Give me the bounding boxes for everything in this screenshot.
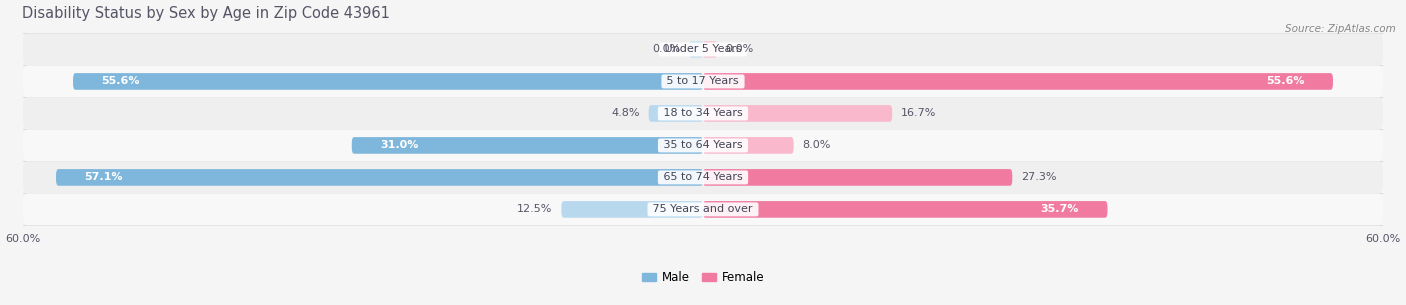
Text: 27.3%: 27.3% <box>1021 172 1057 182</box>
Text: Source: ZipAtlas.com: Source: ZipAtlas.com <box>1285 24 1396 34</box>
Text: 16.7%: 16.7% <box>901 109 936 118</box>
FancyBboxPatch shape <box>703 169 1012 186</box>
FancyBboxPatch shape <box>22 34 1384 66</box>
Text: Under 5 Years: Under 5 Years <box>661 45 745 55</box>
Text: 55.6%: 55.6% <box>1267 77 1305 86</box>
FancyBboxPatch shape <box>703 73 1333 90</box>
FancyBboxPatch shape <box>689 41 703 58</box>
FancyBboxPatch shape <box>561 201 703 218</box>
FancyBboxPatch shape <box>22 66 1384 97</box>
Text: 4.8%: 4.8% <box>612 109 640 118</box>
FancyBboxPatch shape <box>22 97 1384 129</box>
FancyBboxPatch shape <box>703 41 717 58</box>
Text: 31.0%: 31.0% <box>380 140 419 150</box>
Text: Disability Status by Sex by Age in Zip Code 43961: Disability Status by Sex by Age in Zip C… <box>22 5 389 20</box>
FancyBboxPatch shape <box>352 137 703 154</box>
Text: 0.0%: 0.0% <box>725 45 754 55</box>
FancyBboxPatch shape <box>703 201 1108 218</box>
Text: 55.6%: 55.6% <box>101 77 139 86</box>
FancyBboxPatch shape <box>22 129 1384 161</box>
Text: 65 to 74 Years: 65 to 74 Years <box>659 172 747 182</box>
Text: 12.5%: 12.5% <box>517 204 553 214</box>
Legend: Male, Female: Male, Female <box>637 266 769 289</box>
Text: 18 to 34 Years: 18 to 34 Years <box>659 109 747 118</box>
Text: 35 to 64 Years: 35 to 64 Years <box>659 140 747 150</box>
FancyBboxPatch shape <box>22 193 1384 225</box>
FancyBboxPatch shape <box>703 105 893 122</box>
FancyBboxPatch shape <box>703 137 793 154</box>
Text: 57.1%: 57.1% <box>84 172 122 182</box>
Text: 35.7%: 35.7% <box>1040 204 1080 214</box>
FancyBboxPatch shape <box>648 105 703 122</box>
Text: 75 Years and over: 75 Years and over <box>650 204 756 214</box>
Text: 5 to 17 Years: 5 to 17 Years <box>664 77 742 86</box>
FancyBboxPatch shape <box>22 161 1384 193</box>
FancyBboxPatch shape <box>56 169 703 186</box>
FancyBboxPatch shape <box>73 73 703 90</box>
Text: 8.0%: 8.0% <box>803 140 831 150</box>
Text: 0.0%: 0.0% <box>652 45 681 55</box>
